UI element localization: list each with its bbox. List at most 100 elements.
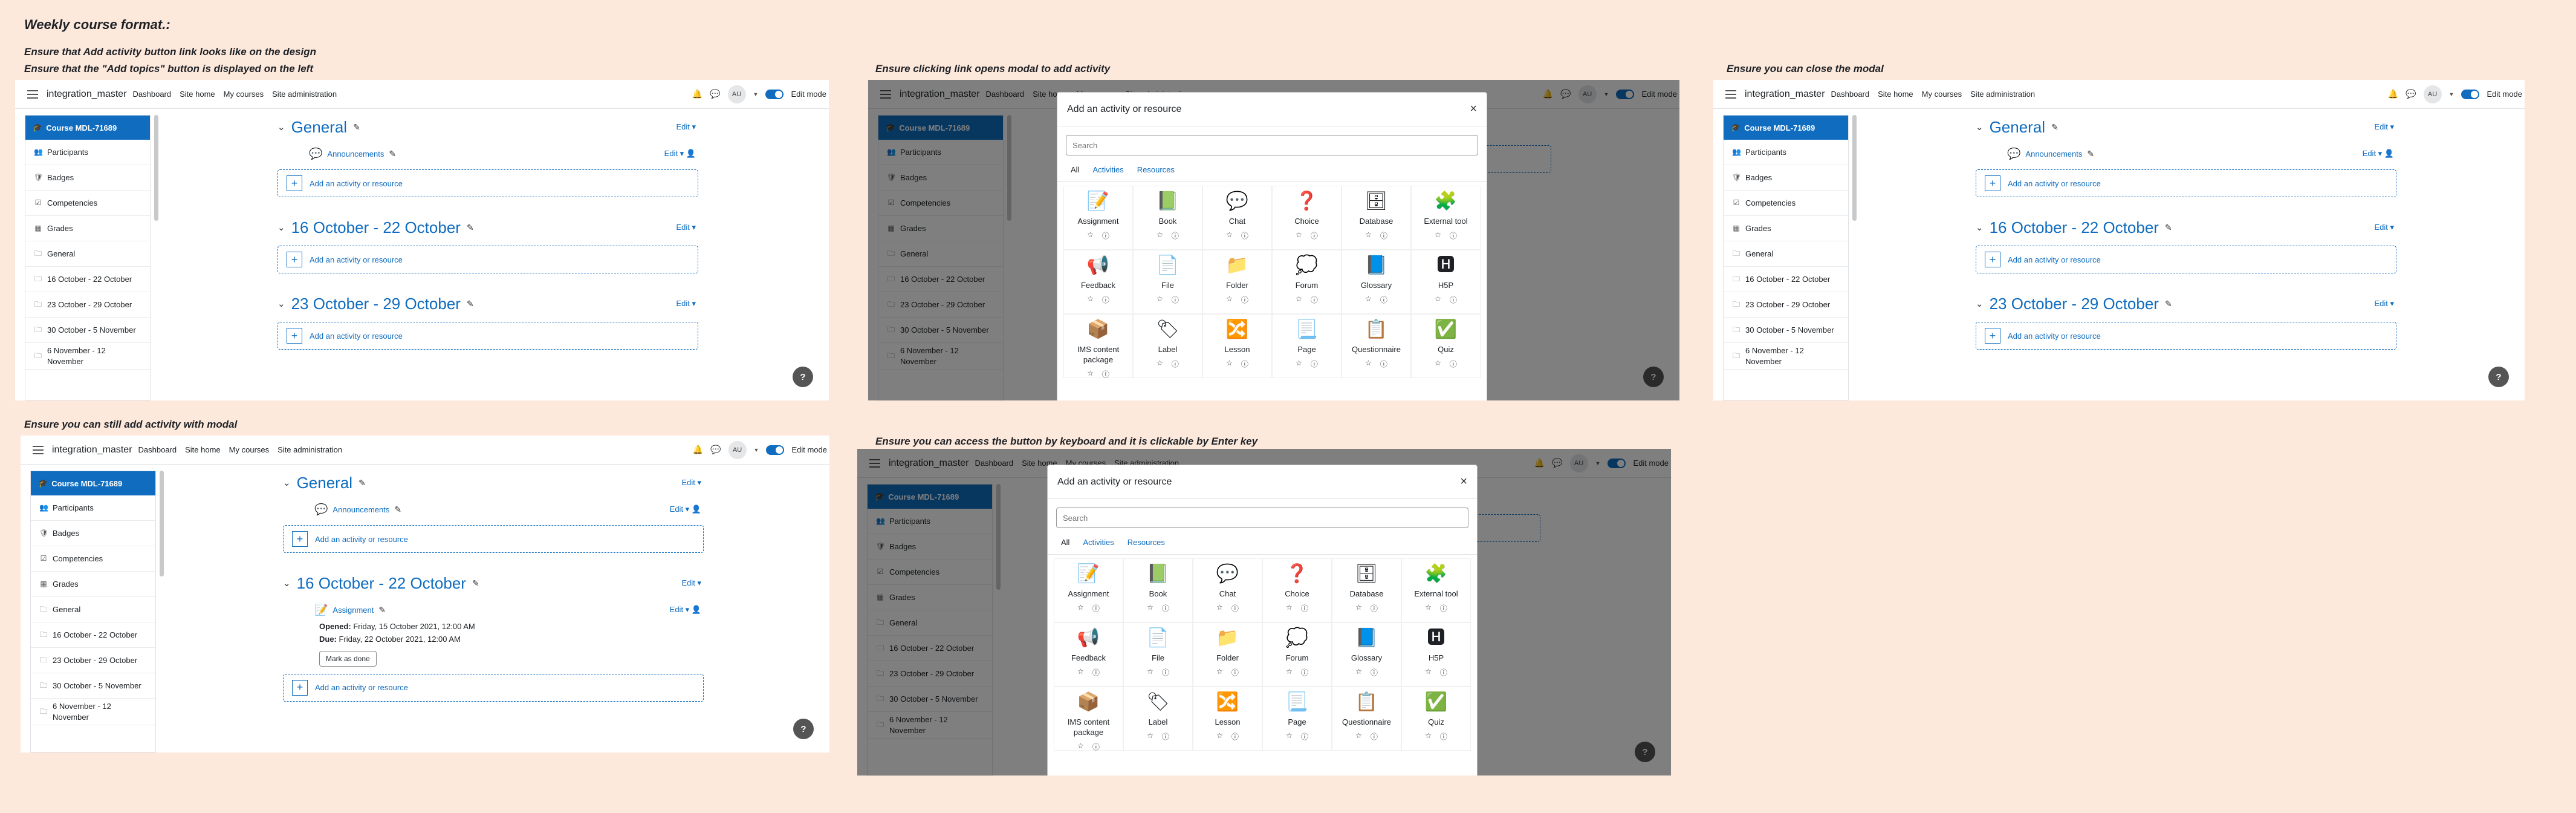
activity-option[interactable]: 📢 Feedback ☆ ⓘ: [1063, 250, 1133, 314]
section-edit-menu[interactable]: Edit ▾: [676, 299, 696, 308]
activity-option[interactable]: 📃 Page ☆ ⓘ: [1262, 687, 1332, 751]
star-icon[interactable]: ☆: [1425, 731, 1432, 740]
info-icon[interactable]: ⓘ: [1092, 742, 1100, 751]
activity-option[interactable]: 📦 IMS content package ☆ ⓘ: [1054, 687, 1123, 751]
help-button[interactable]: ?: [793, 719, 814, 739]
info-icon[interactable]: ⓘ: [1231, 604, 1239, 613]
info-icon[interactable]: ⓘ: [1092, 604, 1100, 613]
star-icon[interactable]: ☆: [1216, 602, 1223, 612]
drawer-item-competencies[interactable]: ☑Competencies: [1724, 191, 1848, 216]
tab-resources[interactable]: Resources: [1137, 165, 1175, 174]
add-activity-button[interactable]: +Add an activity or resource: [277, 169, 698, 197]
pencil-icon[interactable]: ✎: [466, 298, 474, 309]
scrollbar[interactable]: [160, 471, 164, 576]
info-icon[interactable]: ⓘ: [1380, 359, 1387, 368]
section-edit-menu[interactable]: Edit ▾: [676, 223, 696, 232]
info-icon[interactable]: ⓘ: [1310, 295, 1318, 304]
search-input[interactable]: Search: [1056, 508, 1468, 528]
drawer-course-link[interactable]: 🎓Course MDL-71689: [31, 471, 155, 495]
pencil-icon[interactable]: ✎: [466, 222, 474, 232]
section-edit-menu[interactable]: Edit ▾: [2374, 122, 2394, 131]
bell-icon[interactable]: 🔔: [2387, 89, 2399, 99]
chevron-down-icon[interactable]: ⌄: [283, 478, 291, 488]
activity-option[interactable]: 📄 File ☆ ⓘ: [1133, 250, 1202, 314]
star-icon[interactable]: ☆: [1157, 294, 1163, 303]
section-title[interactable]: 16 October - 22 October: [1989, 218, 2159, 237]
chevron-down-icon[interactable]: ⌄: [1976, 223, 1984, 233]
chevron-down-icon[interactable]: ▼: [753, 91, 759, 97]
activity-option[interactable]: 🏷 Label ☆ ⓘ: [1133, 314, 1202, 378]
info-icon[interactable]: ⓘ: [1439, 732, 1447, 741]
drawer-item-competencies[interactable]: ☑Competencies: [31, 546, 155, 572]
drawer-course-link[interactable]: 🎓Course MDL-71689: [25, 116, 150, 140]
scrollbar[interactable]: [1852, 115, 1857, 221]
drawer-item-week2[interactable]: 🗀23 October - 29 October: [1724, 292, 1848, 318]
pencil-icon[interactable]: ✎: [2051, 122, 2059, 132]
site-name[interactable]: integration_master: [1745, 88, 1825, 99]
activity-option[interactable]: 📗 Book ☆ ⓘ: [1123, 558, 1193, 622]
pencil-icon[interactable]: ✎: [2164, 298, 2172, 309]
drawer-item-week4[interactable]: 🗀6 November - 12 November: [31, 699, 155, 726]
close-icon[interactable]: ×: [1470, 102, 1477, 116]
star-icon[interactable]: ☆: [1216, 731, 1223, 740]
drawer-item-general[interactable]: 🗀General: [1724, 241, 1848, 267]
menu-icon[interactable]: [1725, 90, 1736, 99]
info-icon[interactable]: ⓘ: [1161, 668, 1169, 677]
info-icon[interactable]: ⓘ: [1171, 359, 1179, 368]
star-icon[interactable]: ☆: [1435, 294, 1441, 303]
avatar[interactable]: AU: [728, 440, 747, 459]
add-activity-button[interactable]: +Add an activity or resource: [1976, 322, 2396, 350]
chevron-down-icon[interactable]: ⌄: [277, 122, 285, 132]
section-edit-menu[interactable]: Edit ▾: [2374, 223, 2394, 232]
tab-all[interactable]: All: [1071, 165, 1080, 174]
activity-edit-menu[interactable]: Edit ▾ 👤: [664, 149, 696, 158]
drawer-item-grades[interactable]: ▦Grades: [25, 216, 150, 241]
pencil-icon[interactable]: ✎: [2164, 222, 2172, 232]
drawer-item-week3[interactable]: 🗀30 October - 5 November: [1724, 318, 1848, 343]
section-edit-menu[interactable]: Edit ▾: [681, 578, 701, 587]
search-input[interactable]: Search: [1066, 135, 1478, 155]
star-icon[interactable]: ☆: [1226, 294, 1233, 303]
info-icon[interactable]: ⓘ: [1449, 359, 1457, 368]
activity-option[interactable]: 📃 Page ☆ ⓘ: [1272, 314, 1342, 378]
star-icon[interactable]: ☆: [1087, 294, 1094, 303]
activity-name[interactable]: Assignment: [333, 605, 374, 615]
star-icon[interactable]: ☆: [1216, 667, 1223, 676]
edit-mode-toggle[interactable]: [2461, 89, 2480, 99]
bell-icon[interactable]: 🔔: [692, 89, 703, 99]
activity-option[interactable]: 🗄 Database ☆ ⓘ: [1342, 186, 1411, 250]
activity-option[interactable]: 🔀 Lesson ☆ ⓘ: [1202, 314, 1272, 378]
info-icon[interactable]: ⓘ: [1370, 604, 1378, 613]
section-title[interactable]: 23 October - 29 October: [291, 294, 461, 313]
star-icon[interactable]: ☆: [1355, 667, 1362, 676]
info-icon[interactable]: ⓘ: [1171, 295, 1179, 304]
activity-option[interactable]: 📗 Book ☆ ⓘ: [1133, 186, 1202, 250]
nav-link-site-admin[interactable]: Site administration: [1970, 90, 2036, 99]
info-icon[interactable]: ⓘ: [1310, 359, 1318, 368]
activity-option[interactable]: 📝 Assignment ☆ ⓘ: [1054, 558, 1123, 622]
menu-icon[interactable]: [33, 445, 44, 454]
chevron-down-icon[interactable]: ▼: [2448, 91, 2454, 97]
drawer-item-badges[interactable]: 🛡Badges: [25, 165, 150, 191]
info-icon[interactable]: ⓘ: [1439, 604, 1447, 613]
chevron-down-icon[interactable]: ⌄: [1976, 122, 1984, 132]
star-icon[interactable]: ☆: [1355, 731, 1362, 740]
mark-as-done-button[interactable]: Mark as done: [319, 650, 377, 667]
info-icon[interactable]: ⓘ: [1101, 295, 1109, 304]
star-icon[interactable]: ☆: [1296, 358, 1302, 367]
info-icon[interactable]: ⓘ: [1300, 732, 1308, 741]
activity-option[interactable]: 📘 Glossary ☆ ⓘ: [1332, 622, 1401, 687]
info-icon[interactable]: ⓘ: [1161, 604, 1169, 613]
drawer-item-badges[interactable]: 🛡Badges: [31, 521, 155, 546]
info-icon[interactable]: ⓘ: [1439, 668, 1447, 677]
activity-option[interactable]: 💭 Forum ☆ ⓘ: [1272, 250, 1342, 314]
drawer-item-grades[interactable]: ▦Grades: [1724, 216, 1848, 241]
message-icon[interactable]: 💬: [710, 445, 721, 454]
activity-option[interactable]: 📋 Questionnaire ☆ ⓘ: [1342, 314, 1411, 378]
nav-link-site-home[interactable]: Site home: [185, 445, 221, 454]
close-icon[interactable]: ×: [1460, 475, 1467, 488]
star-icon[interactable]: ☆: [1087, 230, 1094, 239]
drawer-item-week1[interactable]: 🗀16 October - 22 October: [31, 622, 155, 648]
star-icon[interactable]: ☆: [1296, 294, 1302, 303]
site-name[interactable]: integration_master: [47, 88, 127, 99]
